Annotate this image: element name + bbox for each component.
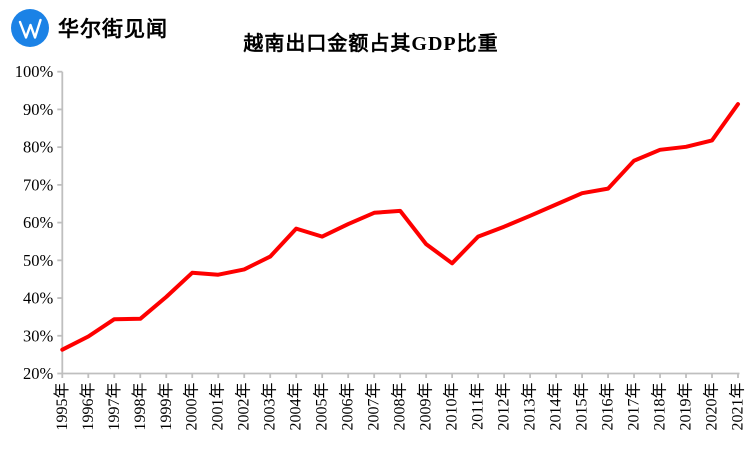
x-tick-label: 2009年 — [417, 383, 435, 431]
x-tick-label: 2021年 — [729, 383, 747, 431]
y-tick-label: 30% — [23, 326, 54, 345]
x-tick-label: 2012年 — [495, 383, 513, 431]
export-gdp-share-line — [60, 102, 740, 352]
x-tick-label: 2020年 — [703, 383, 721, 431]
x-tick-label: 2005年 — [313, 383, 331, 431]
x-tick-label: 1995年 — [53, 383, 71, 431]
x-tick-label: 2007年 — [365, 383, 383, 431]
chart-title: 越南出口金额占其GDP比重 — [243, 33, 499, 55]
x-tick-label: 2006年 — [339, 383, 357, 431]
logo-w-glyph — [18, 18, 42, 39]
brand-name: 华尔街见闻 — [58, 18, 168, 41]
y-tick-label: 100% — [15, 62, 54, 81]
x-tick-label: 2017年 — [625, 383, 643, 431]
x-tick-label: 1997年 — [105, 383, 123, 431]
x-tick-label: 2002年 — [235, 383, 253, 431]
x-tick-label: 2000年 — [183, 383, 201, 431]
y-tick-label: 80% — [23, 138, 54, 157]
wallstreetcn-logo-icon — [11, 9, 49, 47]
x-tick-label: 2008年 — [391, 383, 409, 431]
y-tick-label: 50% — [23, 251, 54, 270]
y-tick-label: 40% — [23, 289, 54, 308]
x-tick-label: 2004年 — [287, 383, 305, 431]
x-tick-label: 2011年 — [469, 382, 487, 429]
x-tick-label: 2015年 — [573, 383, 591, 431]
x-tick-label: 2003年 — [261, 383, 279, 431]
brand-logo: 华尔街见闻 — [11, 9, 168, 47]
x-tick-label: 2016年 — [599, 383, 617, 431]
x-tick-label: 1999年 — [157, 383, 175, 431]
y-tick-label: 70% — [23, 175, 54, 194]
y-tick-label: 90% — [23, 100, 54, 119]
x-tick-label: 2018年 — [651, 383, 669, 431]
x-tick-label: 1996年 — [79, 383, 97, 431]
x-tick-label: 1998年 — [131, 383, 149, 431]
y-tick-label: 60% — [23, 213, 54, 232]
x-tick-label: 2001年 — [209, 383, 227, 431]
y-tick-label: 20% — [23, 364, 54, 383]
x-tick-label: 2014年 — [547, 383, 565, 431]
x-tick-label: 2019年 — [677, 383, 695, 431]
x-tick-label: 2010年 — [443, 383, 461, 431]
x-tick-label: 2013年 — [521, 383, 539, 431]
